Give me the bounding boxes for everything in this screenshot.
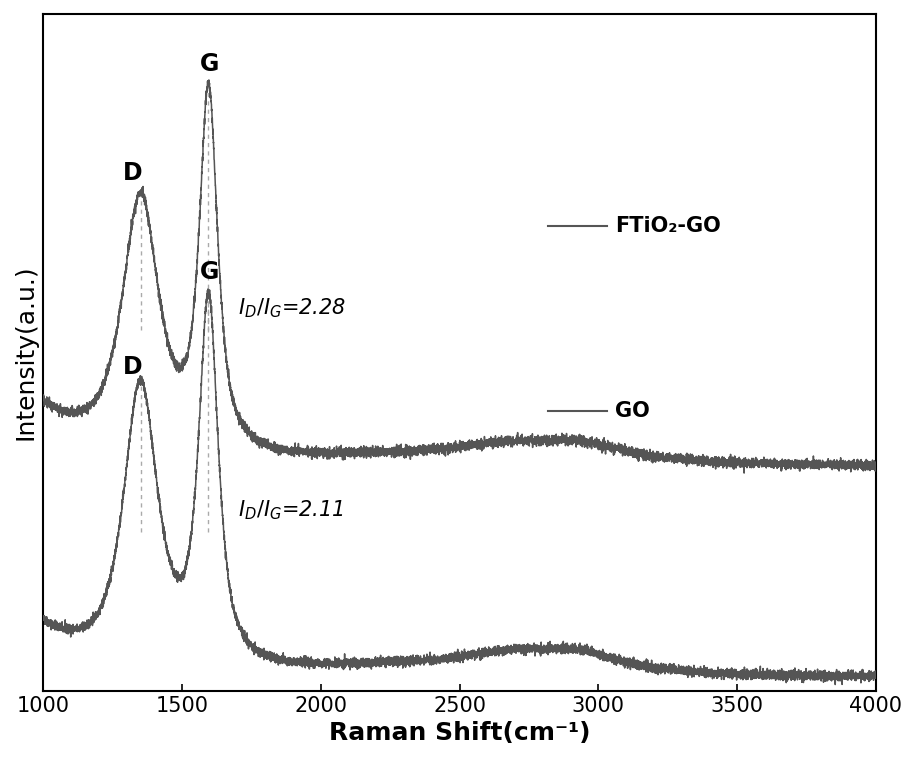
Text: G: G bbox=[201, 260, 220, 284]
Y-axis label: Intensity(a.u.): Intensity(a.u.) bbox=[14, 264, 38, 440]
X-axis label: Raman Shift(cm⁻¹): Raman Shift(cm⁻¹) bbox=[329, 721, 590, 745]
Text: D: D bbox=[123, 354, 142, 379]
Text: D: D bbox=[123, 161, 142, 185]
Text: G: G bbox=[201, 52, 220, 76]
Text: GO: GO bbox=[615, 402, 649, 421]
Text: $\mathit{I_D/I_G}$=2.28: $\mathit{I_D/I_G}$=2.28 bbox=[237, 297, 345, 320]
Text: FTiO₂-GO: FTiO₂-GO bbox=[615, 216, 721, 236]
Text: $\mathit{I_D/I_G}$=2.11: $\mathit{I_D/I_G}$=2.11 bbox=[237, 499, 344, 522]
